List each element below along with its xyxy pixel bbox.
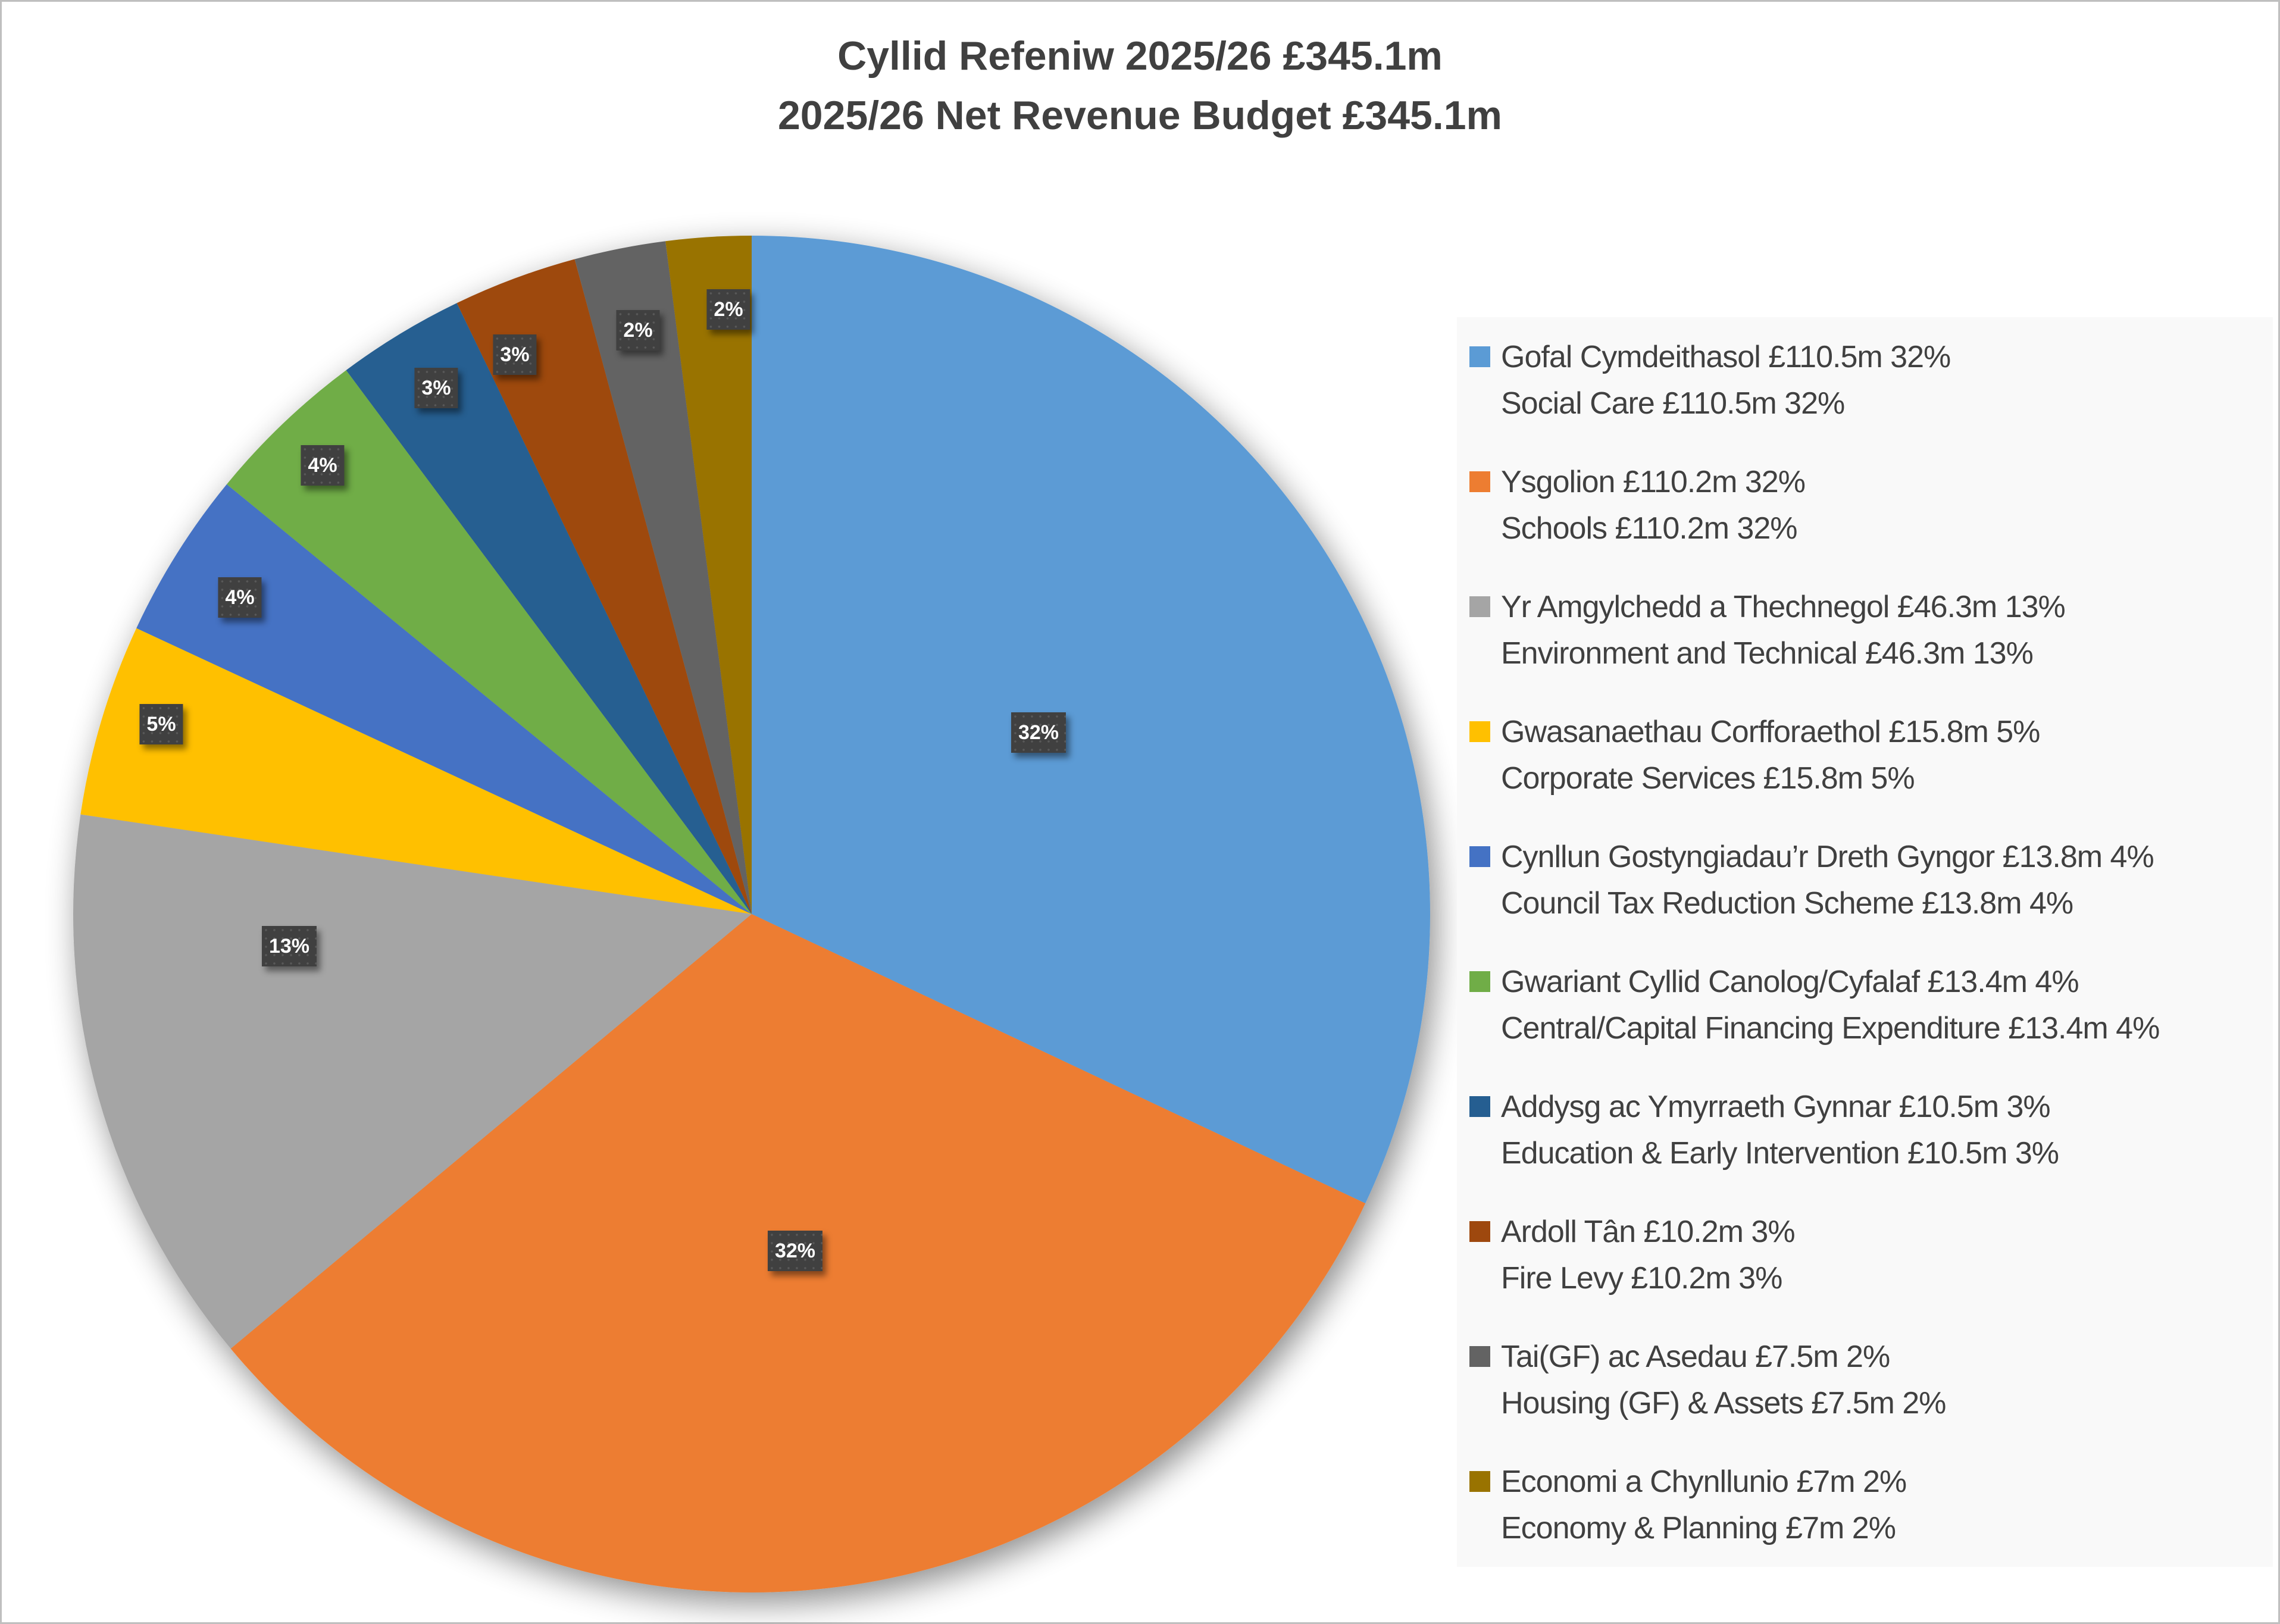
legend-item-social-care[interactable]: Gofal Cymdeithasol £110.5m 32% Social Ca… [1469,340,2267,465]
legend-item-economy-planning[interactable]: Economi a Chynllunio £7m 2% Economy & Pl… [1469,1465,2267,1590]
legend-item-education-early-intervention[interactable]: Addysg ac Ymyrraeth Gynnar £10.5m 3% Edu… [1469,1090,2267,1215]
legend: Gofal Cymdeithasol £110.5m 32% Social Ca… [1457,317,2273,1567]
data-label-council-tax-reduction: 4% [218,577,262,618]
legend-swatch-icon [1469,1096,1490,1117]
pie-slice-central-capital-financing[interactable] [227,370,752,914]
legend-label-english: Schools £110.2m 32% [1501,511,1797,546]
legend-swatch-icon [1469,1471,1490,1492]
legend-swatch-icon [1469,1221,1490,1242]
legend-label-english: Housing (GF) & Assets £7.5m 2% [1501,1386,1946,1420]
legend-label-welsh: Addysg ac Ymyrraeth Gynnar £10.5m 3% [1501,1090,2051,1124]
legend-label-english: Council Tax Reduction Scheme £13.8m 4% [1501,886,2073,921]
pie-slice-economy-planning[interactable] [665,236,752,914]
pie-slice-corporate-services[interactable] [80,628,752,914]
legend-label-english: Social Care £110.5m 32% [1501,386,1845,421]
legend-label-english: Education & Early Intervention £10.5m 3% [1501,1136,2059,1171]
legend-label-english: Corporate Services £15.8m 5% [1501,761,1915,796]
data-label-corporate-services: 5% [139,704,183,744]
legend-item-corporate-services[interactable]: Gwasanaethau Corfforaethol £15.8m 5% Cor… [1469,715,2267,840]
legend-label-welsh: Ysgolion £110.2m 32% [1501,465,1806,499]
legend-label-english: Central/Capital Financing Expenditure £1… [1501,1011,2160,1046]
legend-label-english: Environment and Technical £46.3m 13% [1501,636,2034,671]
legend-swatch-icon [1469,721,1490,742]
chart-title-english: 2025/26 Net Revenue Budget £345.1m [777,93,1503,138]
chart-title-welsh: Cyllid Refeniw 2025/26 £345.1m [837,33,1443,79]
legend-label-welsh: Gofal Cymdeithasol £110.5m 32% [1501,340,1951,374]
legend-label-welsh: Ardoll Tân £10.2m 3% [1501,1215,1796,1249]
legend-swatch-icon [1469,596,1490,617]
legend-label-welsh: Economi a Chynllunio £7m 2% [1501,1465,1907,1499]
data-label-housing-assets: 2% [616,310,660,351]
pie-slice-housing-assets[interactable] [574,241,752,915]
pie-slice-fire-levy[interactable] [456,259,752,914]
legend-label-welsh: Gwasanaethau Corfforaethol £15.8m 5% [1501,715,2040,749]
data-label-social-care: 32% [1011,712,1066,753]
legend-label-welsh: Yr Amgylchedd a Thechnegol £46.3m 13% [1501,590,2066,624]
legend-swatch-icon [1469,846,1490,867]
legend-label-welsh: Gwariant Cyllid Canolog/Cyfalaf £13.4m 4… [1501,965,2079,999]
legend-item-fire-levy[interactable]: Ardoll Tân £10.2m 3% Fire Levy £10.2m 3% [1469,1215,2267,1340]
chart-title: Cyllid Refeniw 2025/26 £345.1m 2025/26 N… [0,26,2280,145]
legend-label-welsh: Tai(GF) ac Asedau £7.5m 2% [1501,1340,1890,1374]
pie-slice-council-tax-reduction[interactable] [136,484,752,914]
legend-item-environment-technical[interactable]: Yr Amgylchedd a Thechnegol £46.3m 13% En… [1469,590,2267,715]
pie-slice-environment-technical[interactable] [73,814,752,1349]
legend-label-welsh: Cynllun Gostyngiadau’r Dreth Gyngor £13.… [1501,840,2154,874]
data-label-central-capital-financing: 4% [301,445,345,486]
legend-label-english: Fire Levy £10.2m 3% [1501,1261,1782,1296]
legend-swatch-icon [1469,346,1490,367]
data-label-economy-planning: 2% [706,289,750,330]
legend-item-council-tax-reduction[interactable]: Cynllun Gostyngiadau’r Dreth Gyngor £13.… [1469,840,2267,965]
data-label-environment-technical: 13% [261,926,317,966]
legend-label-english: Economy & Planning £7m 2% [1501,1511,1896,1545]
pie-slice-social-care[interactable] [752,236,1430,1204]
legend-swatch-icon [1469,471,1490,492]
legend-swatch-icon [1469,1346,1490,1367]
data-label-education-early-intervention: 3% [414,368,458,408]
legend-item-schools[interactable]: Ysgolion £110.2m 32% Schools £110.2m 32% [1469,465,2267,590]
pie-slices [73,236,1430,1592]
data-label-schools: 32% [767,1231,823,1271]
legend-item-central-capital-financing[interactable]: Gwariant Cyllid Canolog/Cyfalaf £13.4m 4… [1469,965,2267,1090]
data-label-fire-levy: 3% [493,334,537,375]
legend-swatch-icon [1469,971,1490,992]
legend-item-housing-assets[interactable]: Tai(GF) ac Asedau £7.5m 2% Housing (GF) … [1469,1340,2267,1465]
pie-slice-education-early-intervention[interactable] [346,303,752,915]
